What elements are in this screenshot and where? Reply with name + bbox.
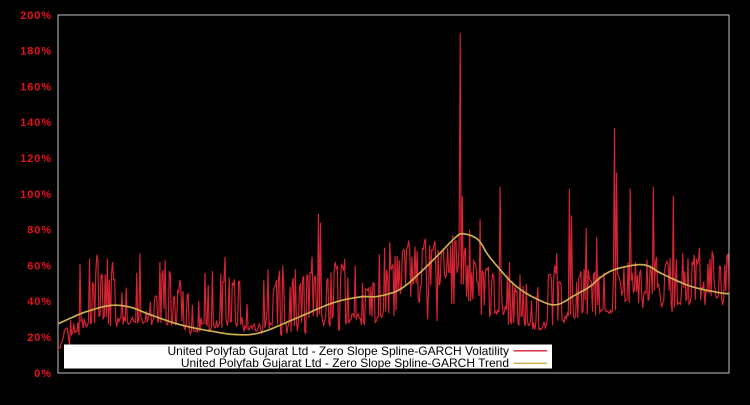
svg-text:120%: 120% <box>20 153 52 165</box>
svg-text:0%: 0% <box>34 368 52 380</box>
svg-text:80%: 80% <box>27 225 52 237</box>
svg-text:40%: 40% <box>27 296 52 308</box>
svg-text:60%: 60% <box>27 260 52 272</box>
svg-text:200%: 200% <box>20 10 52 22</box>
svg-text:180%: 180% <box>20 46 52 58</box>
svg-text:United Polyfab Gujarat Ltd - Z: United Polyfab Gujarat Ltd - Zero Slope … <box>168 344 510 358</box>
svg-text:100%: 100% <box>20 189 52 201</box>
svg-text:20%: 20% <box>27 332 52 344</box>
svg-text:United Polyfab Gujarat Ltd - Z: United Polyfab Gujarat Ltd - Zero Slope … <box>181 356 509 370</box>
svg-text:160%: 160% <box>20 81 52 93</box>
svg-text:140%: 140% <box>20 117 52 129</box>
